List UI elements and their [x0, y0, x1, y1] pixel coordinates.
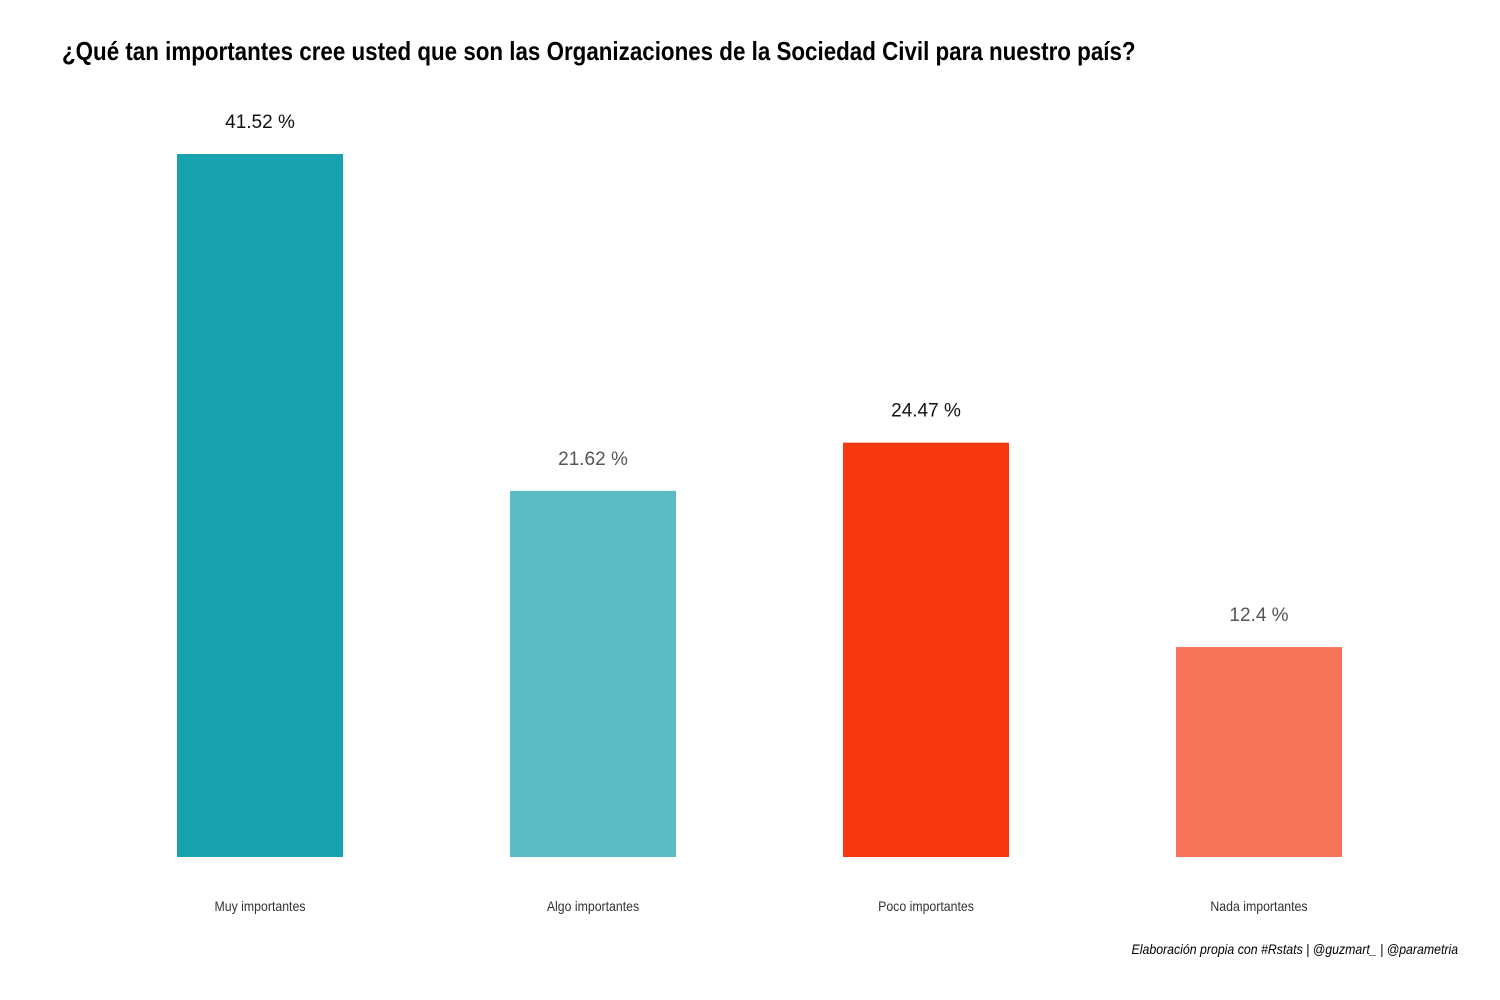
bar-4 [1176, 647, 1342, 857]
x-tick-label: Algo importantes [547, 898, 640, 914]
bar-1 [177, 154, 343, 857]
x-tick-label: Muy importantes [215, 898, 306, 914]
bar-value-label: 24.47 % [891, 401, 961, 422]
bar-value-label: 12.4 % [1229, 605, 1288, 626]
x-tick-label: Nada importantes [1210, 898, 1308, 914]
chart-title: ¿Qué tan importantes cree usted que son … [62, 36, 1136, 66]
bar-2 [510, 490, 676, 857]
bar-3 [843, 442, 1009, 857]
chart-caption: Elaboración propia con #Rstats | @guzmar… [1131, 941, 1458, 957]
bar-value-label: 21.62 % [558, 449, 628, 470]
x-tick-label: Poco importantes [878, 898, 974, 914]
bar-value-label: 41.52 % [225, 112, 295, 133]
